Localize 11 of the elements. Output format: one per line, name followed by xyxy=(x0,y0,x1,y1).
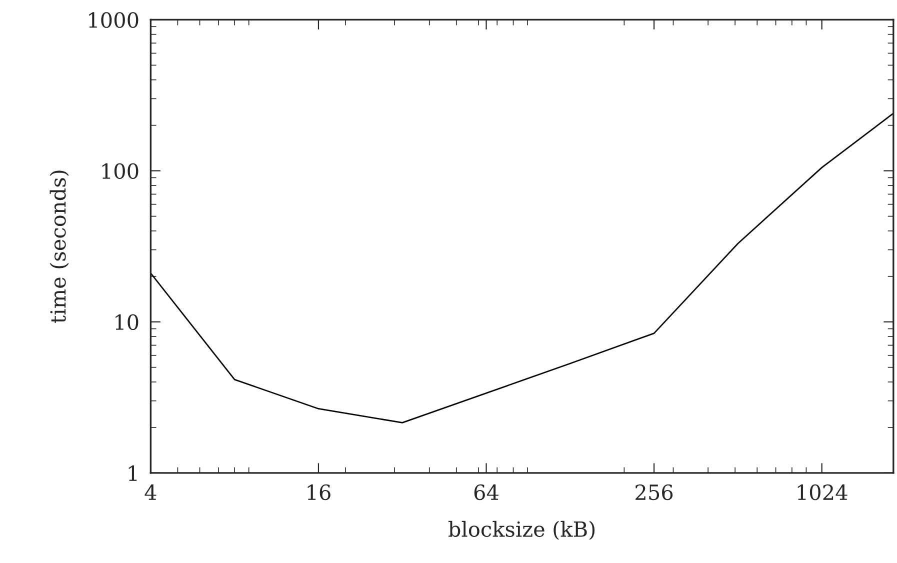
y-tick-label: 100 xyxy=(102,163,138,179)
y-tick-label: 10 xyxy=(116,314,138,330)
x-tick-label: 4 xyxy=(144,484,156,500)
y-tick-label: 1 xyxy=(128,465,137,481)
x-tick-label: 1024 xyxy=(798,484,848,500)
y-axis-title: time (seconds) xyxy=(50,170,69,324)
y-tick-label: 1000 xyxy=(89,12,138,28)
x-axis-title: blocksize (kB) xyxy=(448,520,595,540)
x-tick-label: 64 xyxy=(474,484,498,500)
x-tick-label: 16 xyxy=(308,484,330,500)
x-tick-label: 256 xyxy=(636,484,673,500)
